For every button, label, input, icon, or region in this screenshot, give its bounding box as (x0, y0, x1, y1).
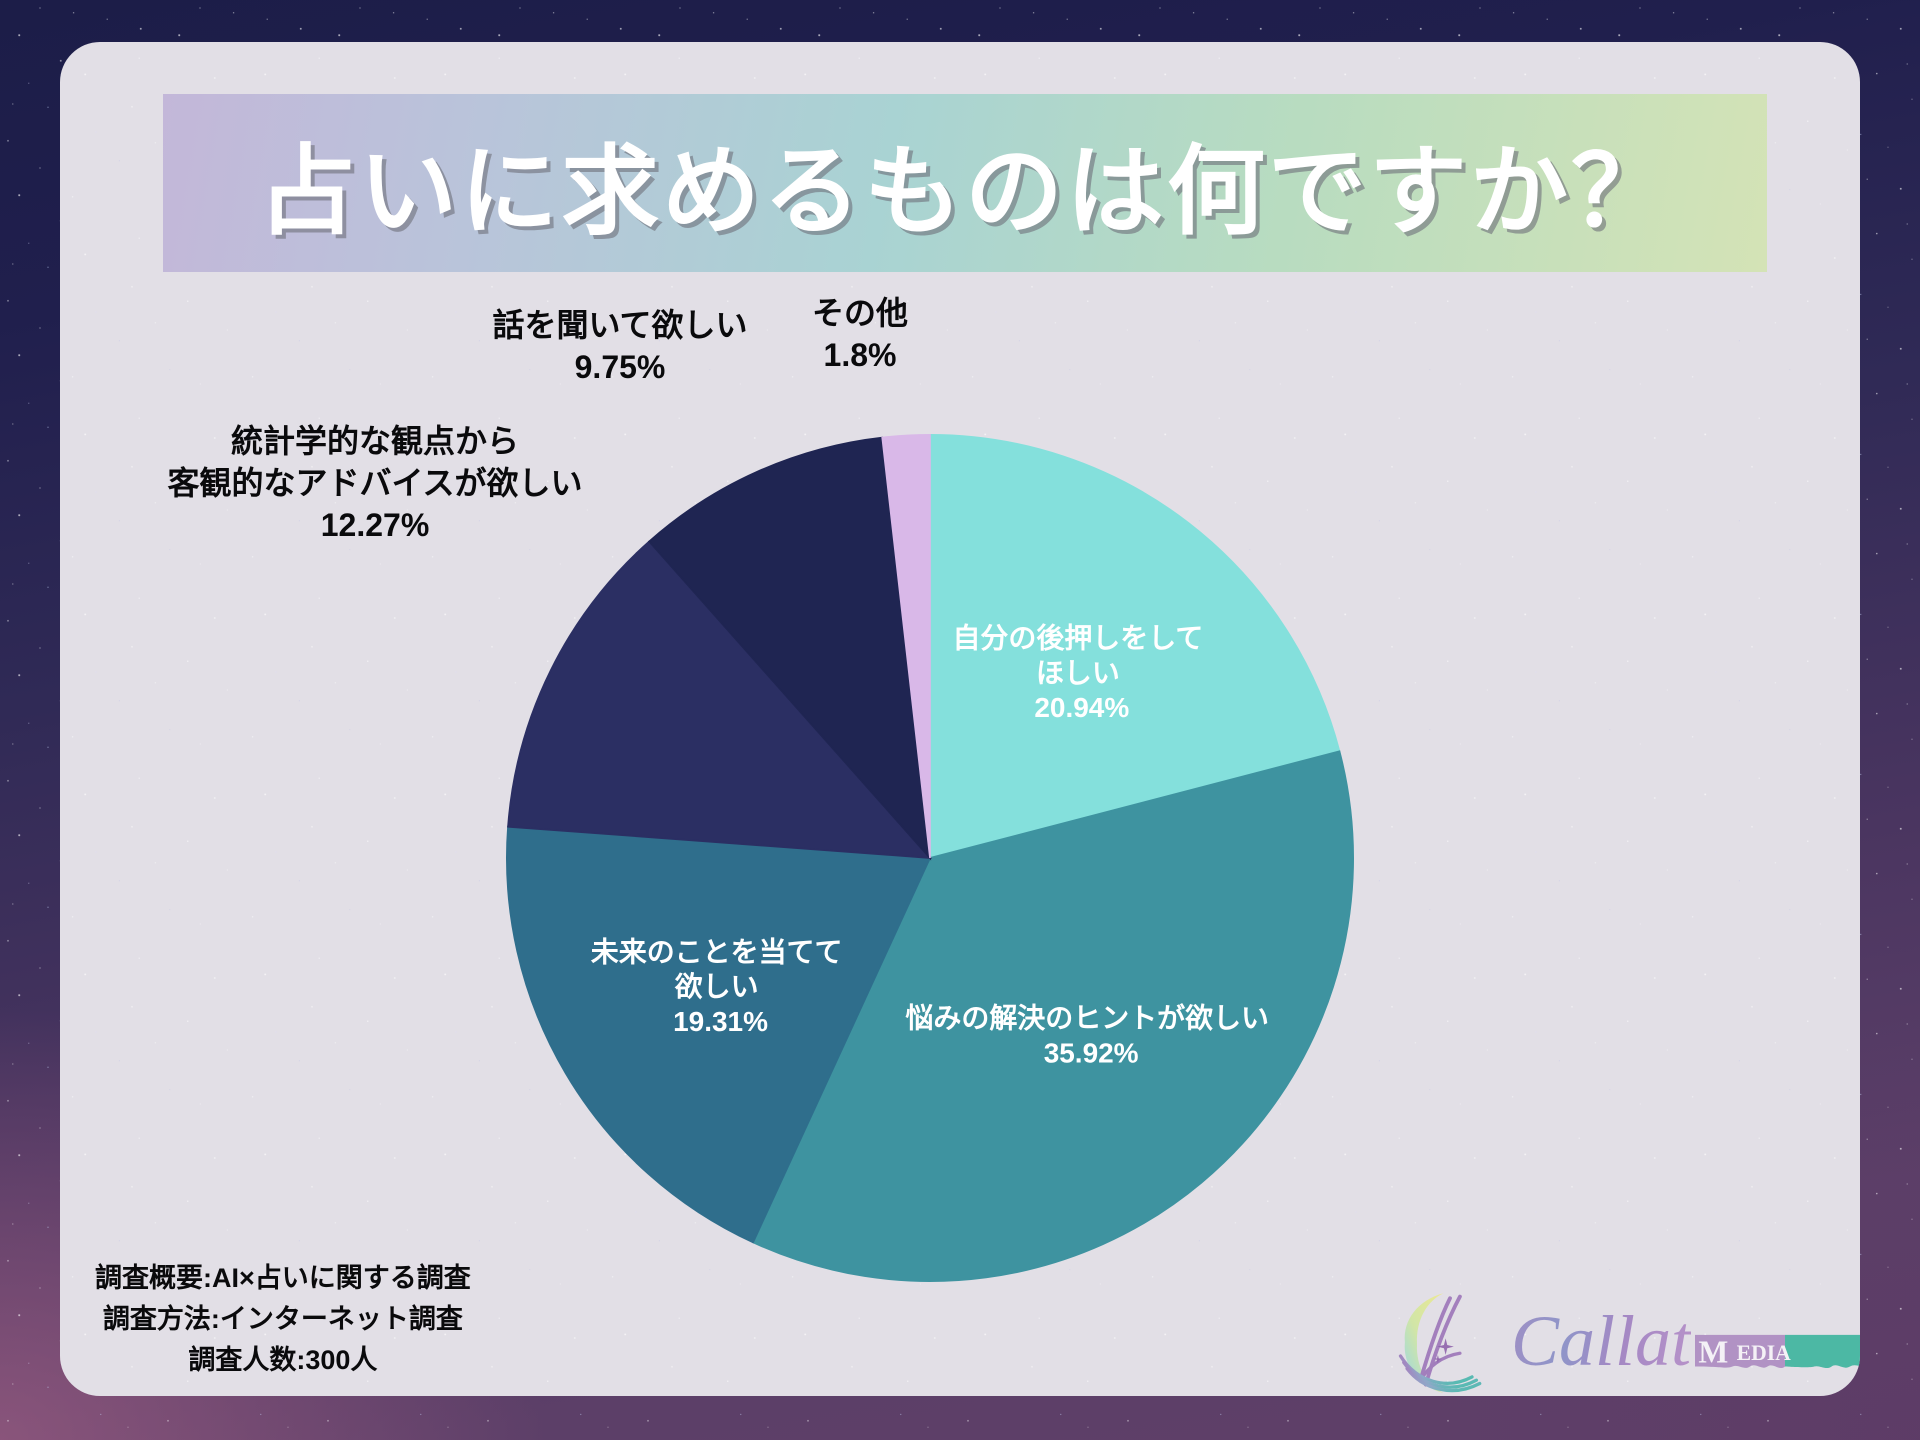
svg-text:EDIA: EDIA (1737, 1341, 1792, 1365)
svg-text:M: M (1698, 1334, 1728, 1369)
